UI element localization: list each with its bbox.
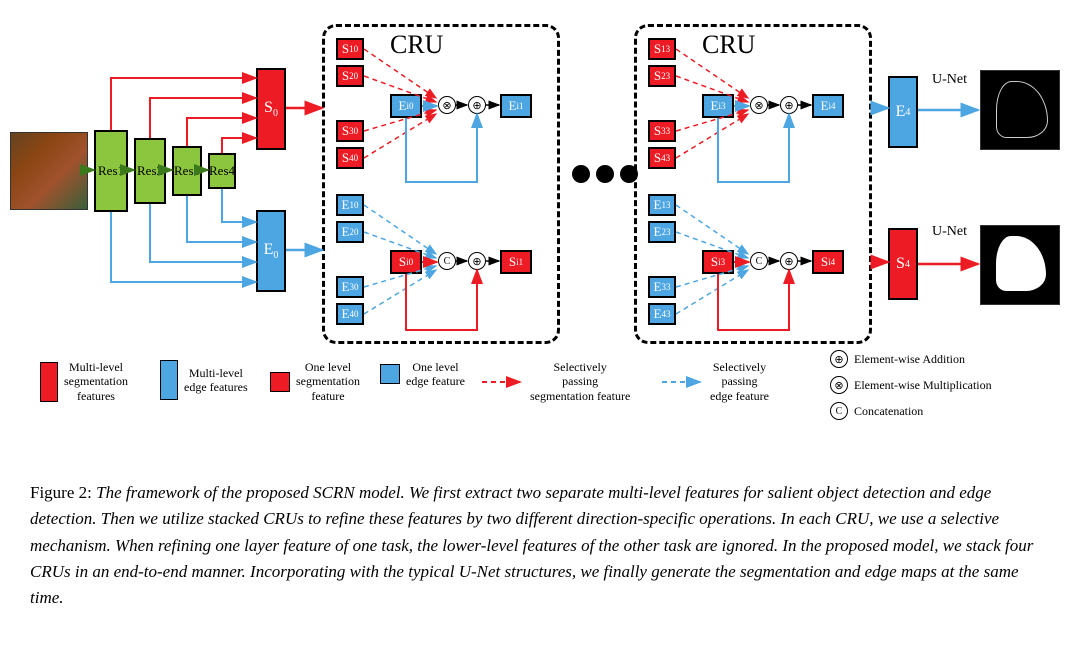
legend-one-edge: One level edge feature: [380, 360, 465, 389]
cru-l-e3: E30: [336, 276, 364, 298]
legend-swatch-red-sq: [270, 372, 290, 392]
figure-caption-text: The framework of the proposed SCRN model…: [30, 483, 1033, 607]
e0-label: E0: [264, 241, 279, 261]
input-image-placeholder: [10, 132, 88, 210]
res3-label: Res3: [174, 163, 200, 179]
legend-one-seg-text: One level segmentation feature: [296, 360, 360, 403]
cru-r-s-i: Si3: [702, 250, 734, 274]
unet-label-top: U-Net: [932, 72, 967, 88]
cru-r-s2: S23: [648, 65, 676, 87]
res4-block: Res4: [208, 153, 236, 189]
res2-block: Res2: [134, 138, 166, 204]
cru-l-e4: E40: [336, 303, 364, 325]
dash-blue-arrow-icon: [660, 375, 704, 389]
concat-icon-r: C: [750, 252, 768, 270]
mul-icon-r: ⊗: [750, 96, 768, 114]
cru-l-s2: S20: [336, 65, 364, 87]
legend-mul-text: Element-wise Multiplication: [854, 378, 992, 393]
cru-r-e4: E43: [648, 303, 676, 325]
res2-label: Res2: [137, 163, 163, 179]
legend-one-edge-text: One level edge feature: [406, 360, 465, 389]
legend-sel-edge-text: Selectively passing edge feature: [710, 360, 769, 403]
concat-icon: C: [438, 252, 456, 270]
cru-r-e2: E23: [648, 221, 676, 243]
res4-label: Res4: [209, 163, 235, 179]
cru-r-e3: E33: [648, 276, 676, 298]
figure-caption: Figure 2: The framework of the proposed …: [30, 480, 1047, 612]
s0-block: S0: [256, 68, 286, 150]
cru-r-e1: E13: [648, 194, 676, 216]
add-icon-r: ⊕: [780, 96, 798, 114]
legend-sel-seg-text: Selectively passing segmentation feature: [530, 360, 630, 403]
cru-right-label: CRU: [702, 30, 755, 60]
mul-icon: ⊗: [438, 96, 456, 114]
add-icon-r2: ⊕: [780, 252, 798, 270]
legend-concat-text: Concatenation: [854, 404, 923, 419]
legend-multi-seg: Multi-level segmentation features: [40, 360, 128, 403]
cru-r-s4: S43: [648, 147, 676, 169]
output-edge-map: [980, 70, 1060, 150]
legend-swatch-blue-sq: [380, 364, 400, 384]
cru-l-s4: S40: [336, 147, 364, 169]
cru-r-e-i: Ei3: [702, 94, 734, 118]
legend-multi-edge-text: Multi-level edge features: [184, 366, 248, 395]
cru-l-e2: E20: [336, 221, 364, 243]
ellipsis-dots: [572, 165, 638, 183]
s4-block: S4: [888, 228, 918, 300]
cru-l-e1: E10: [336, 194, 364, 216]
figure-number: Figure 2:: [30, 483, 92, 502]
legend-one-seg: One level segmentation feature: [270, 360, 360, 403]
cru-l-s1: S10: [336, 38, 364, 60]
add-symbol-icon: ⊕: [830, 350, 848, 368]
add-icon-2: ⊕: [468, 252, 486, 270]
legend: Multi-level segmentation features Multi-…: [40, 350, 1050, 430]
legend-swatch-blue-tall: [160, 360, 178, 400]
legend-sel-edge: Selectively passing edge feature: [660, 360, 769, 403]
legend-multi-edge: Multi-level edge features: [160, 360, 248, 400]
cru-left-label: CRU: [390, 30, 443, 60]
mul-symbol-icon: ⊗: [830, 376, 848, 394]
legend-multi-seg-text: Multi-level segmentation features: [64, 360, 128, 403]
cru-r-s-out: Si4: [812, 250, 844, 274]
output-saliency-map: [980, 225, 1060, 305]
res1-block: Res1: [94, 130, 128, 212]
cru-l-s3: S30: [336, 120, 364, 142]
cru-r-e-out: Ei4: [812, 94, 844, 118]
cru-l-s-out: Si1: [500, 250, 532, 274]
legend-sel-seg: Selectively passing segmentation feature: [480, 360, 630, 403]
concat-symbol-icon: C: [830, 402, 848, 420]
cru-r-s1: S13: [648, 38, 676, 60]
cru-l-s-i: Si0: [390, 250, 422, 274]
cru-l-e-i: Ei0: [390, 94, 422, 118]
res1-label: Res1: [98, 163, 124, 179]
dash-red-arrow-icon: [480, 375, 524, 389]
res3-block: Res3: [172, 146, 202, 196]
cru-l-e-out: Ei1: [500, 94, 532, 118]
legend-add-text: Element-wise Addition: [854, 352, 965, 367]
e4-block: E4: [888, 76, 918, 148]
add-icon: ⊕: [468, 96, 486, 114]
legend-concat: C Concatenation: [830, 402, 923, 420]
legend-swatch-red-tall: [40, 362, 58, 402]
legend-mul: ⊗ Element-wise Multiplication: [830, 376, 992, 394]
s0-label: S0: [264, 99, 278, 119]
e0-block: E0: [256, 210, 286, 292]
legend-add: ⊕ Element-wise Addition: [830, 350, 965, 368]
cru-r-s3: S33: [648, 120, 676, 142]
unet-label-bottom: U-Net: [932, 224, 967, 240]
